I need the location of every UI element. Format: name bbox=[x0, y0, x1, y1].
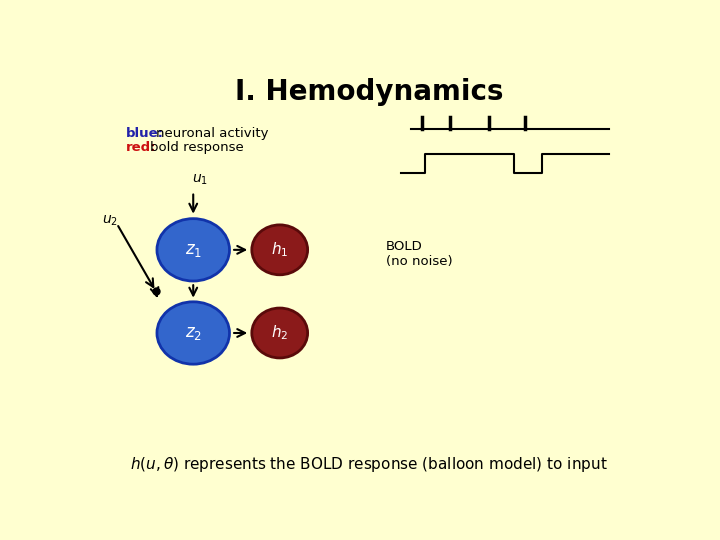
Ellipse shape bbox=[157, 219, 230, 281]
Ellipse shape bbox=[157, 302, 230, 364]
Text: $h(u,\theta)$ represents the BOLD response (balloon model) to input: $h(u,\theta)$ represents the BOLD respon… bbox=[130, 455, 608, 474]
Text: blue:: blue: bbox=[126, 127, 164, 140]
Ellipse shape bbox=[252, 308, 307, 358]
Ellipse shape bbox=[252, 225, 307, 275]
Text: red:: red: bbox=[126, 141, 157, 154]
Text: $h_1$: $h_1$ bbox=[271, 240, 289, 259]
Text: $z_1$: $z_1$ bbox=[184, 241, 202, 259]
Text: $u_1$: $u_1$ bbox=[192, 173, 208, 187]
Text: I. Hemodynamics: I. Hemodynamics bbox=[235, 78, 503, 106]
Text: bold response: bold response bbox=[150, 141, 244, 154]
Text: $z_2$: $z_2$ bbox=[185, 324, 202, 342]
Text: $u_2$: $u_2$ bbox=[102, 213, 118, 228]
Text: BOLD
(no noise): BOLD (no noise) bbox=[386, 240, 452, 268]
Text: neuronal activity: neuronal activity bbox=[156, 127, 269, 140]
Text: $h_2$: $h_2$ bbox=[271, 323, 289, 342]
